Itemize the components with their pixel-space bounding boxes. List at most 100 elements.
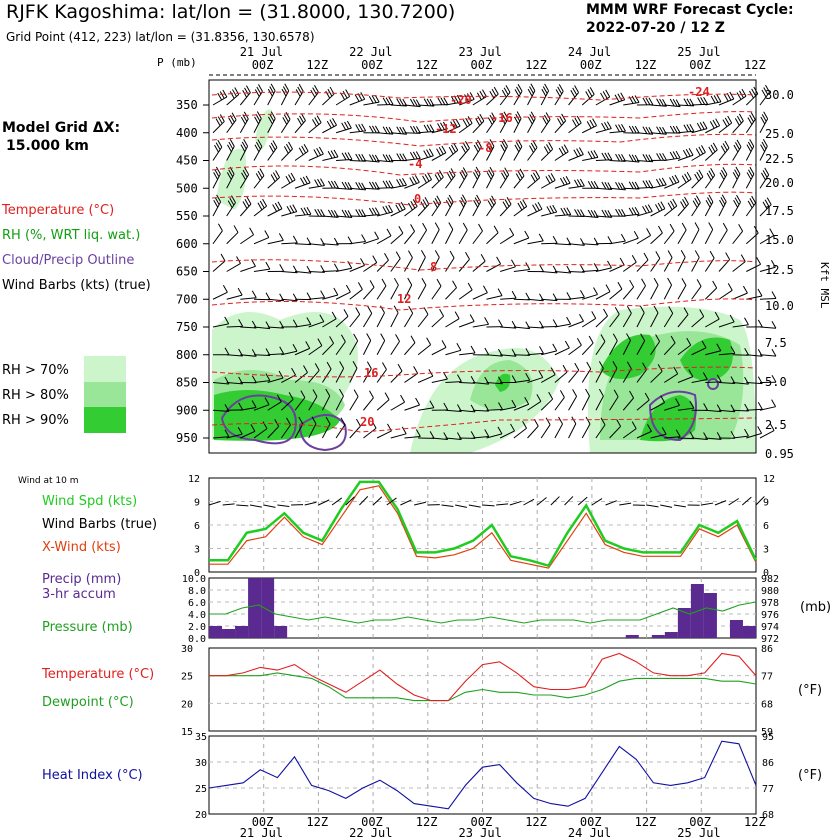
- wind-barb-feather: [705, 199, 711, 208]
- wind-barb-feather: [267, 116, 273, 125]
- wind-barb-feather: [409, 98, 415, 107]
- wind-barb-feather: [333, 287, 339, 296]
- day-label-top: 21 Jul: [240, 45, 283, 59]
- wind-barb: [349, 98, 365, 106]
- wind-barb-feather: [269, 86, 275, 94]
- wind-barb-feather: [515, 142, 521, 150]
- wind-barb: [363, 262, 377, 272]
- wind-tick-left: 12: [188, 474, 200, 485]
- wind-barb: [732, 382, 749, 385]
- precip-bar: [664, 632, 678, 638]
- wind-barb-feather: [313, 149, 319, 157]
- wind-barb: [718, 98, 734, 106]
- wind-barb-feather: [380, 333, 386, 341]
- wind-barb-feather: [543, 114, 549, 123]
- wind-barb-feather: [396, 98, 402, 106]
- wind-barb-feather: [514, 89, 520, 97]
- wind-barb-feather: [214, 169, 220, 177]
- wind-barb: [417, 314, 429, 328]
- wind-barb-feather: [572, 389, 578, 397]
- wind-barb-feather: [539, 264, 544, 272]
- wind-barb-feather: [409, 151, 415, 160]
- wind-barb-feather: [716, 374, 722, 383]
- wind-barb: [321, 368, 332, 383]
- wind-barb: [568, 396, 578, 411]
- wind-barb: [459, 382, 476, 384]
- wind-barb-feather: [585, 416, 591, 425]
- wind-barb-feather: [250, 424, 256, 432]
- wind-barb: [363, 397, 374, 411]
- wind-barb-feather: [355, 181, 361, 190]
- wind-barb-feather: [543, 146, 549, 154]
- pressure-line: [209, 601, 757, 624]
- wind-barb-feather: [763, 87, 769, 95]
- wind-barb-feather: [576, 337, 582, 346]
- wind-barb: [499, 430, 515, 439]
- wind-barb-feather: [729, 314, 735, 323]
- wind-barb: [377, 160, 394, 163]
- wind-barb-feather: [297, 117, 302, 126]
- temp-tick-right: 86: [761, 644, 773, 655]
- wind-barb-feather: [653, 305, 659, 314]
- wind-barb-feather: [488, 141, 494, 150]
- wind-barb-feather: [749, 198, 755, 206]
- wind-barb-feather: [657, 364, 663, 372]
- wind-barb-feather: [537, 201, 543, 210]
- wind-barb-feather: [312, 87, 318, 95]
- wind-barb: [664, 157, 681, 161]
- wind-barb: [445, 287, 457, 300]
- wind-barb: [513, 298, 530, 301]
- wind-barb-feather: [317, 338, 323, 346]
- wind-barb-feather: [545, 417, 551, 425]
- wind-barb-feather: [710, 168, 716, 176]
- wind-barb: [281, 298, 298, 302]
- wind-barb-feather: [590, 209, 596, 218]
- wind-barb-feather: [410, 335, 416, 343]
- surface-wind-barb: [701, 502, 714, 506]
- legend-wind-barbs: Wind Barbs (true): [42, 517, 158, 532]
- wind-barb: [540, 424, 551, 439]
- precip-tick: 8.0: [188, 586, 206, 597]
- wind-barb-feather: [640, 333, 646, 341]
- wind-barb-feather: [409, 177, 415, 185]
- wind-barb: [390, 132, 407, 135]
- wind-barb-feather: [306, 292, 312, 300]
- wind-barb-feather: [603, 308, 608, 317]
- wind-barb: [677, 104, 694, 107]
- wind-barb-feather: [645, 97, 651, 106]
- wind-barb-feather: [771, 399, 777, 407]
- wind-barb-feather: [262, 198, 268, 207]
- wind-barb: [445, 101, 462, 106]
- wind-barb-feather: [298, 416, 304, 425]
- wind-barb-feather: [442, 121, 448, 130]
- wind-barb-feather: [618, 153, 623, 162]
- wind-barb: [404, 342, 416, 356]
- wind-barb: [240, 430, 256, 439]
- wind-barb-feather: [299, 115, 304, 124]
- wind-barb-feather: [355, 153, 361, 162]
- wind-barb-feather: [353, 389, 359, 397]
- wind-barb-feather: [621, 209, 627, 217]
- wind-barb-feather: [461, 194, 467, 202]
- wind-barb: [212, 409, 229, 412]
- wind-barb: [349, 368, 358, 383]
- pressure-tick-right: 974: [761, 622, 779, 633]
- wind-barb: [445, 409, 462, 412]
- precip-bar: [209, 626, 223, 638]
- wind-barb-feather: [633, 231, 639, 239]
- wind-barb-feather: [589, 87, 595, 95]
- wind-barb-feather: [771, 348, 777, 357]
- wind-barb: [390, 284, 399, 300]
- wind-barb: [609, 99, 625, 106]
- wind-barb: [336, 187, 353, 190]
- wind-barb-feather: [344, 209, 350, 218]
- wind-barb-feather: [459, 172, 465, 180]
- surface-wind-barb: [728, 498, 740, 506]
- legend-precip: Precip (mm): [42, 572, 122, 587]
- wind-barb-feather: [450, 121, 456, 129]
- wind-barb-feather: [402, 178, 407, 186]
- wind-barb-feather: [519, 168, 525, 177]
- cross-section-frame: [208, 79, 757, 454]
- wind-barb-feather: [422, 199, 428, 207]
- wind-barb-feather: [329, 119, 335, 127]
